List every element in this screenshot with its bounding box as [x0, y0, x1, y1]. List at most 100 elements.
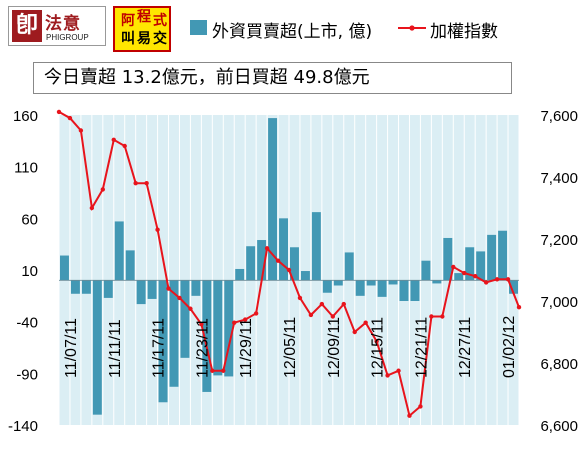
index-point	[308, 312, 314, 318]
index-point	[166, 286, 171, 291]
left-axis-tick-label: 110	[14, 160, 38, 177]
bar	[81, 280, 91, 294]
x-axis-tick-label: 11/23/11	[194, 318, 211, 378]
index-point	[505, 277, 511, 282]
index-point	[483, 280, 489, 285]
bar	[147, 280, 157, 299]
index-point	[253, 311, 259, 316]
bar	[465, 247, 475, 281]
left-axis-tick-label: -140	[8, 418, 38, 435]
bar	[333, 280, 343, 286]
index-point	[242, 317, 248, 322]
index-point	[374, 339, 379, 344]
index-point	[232, 320, 237, 325]
index-point	[286, 267, 292, 273]
left-axis-tick-label: -90	[16, 366, 38, 383]
bar	[432, 280, 442, 284]
index-point	[122, 143, 127, 149]
index-point	[111, 137, 116, 142]
index-point	[188, 306, 193, 311]
x-axis-tick-label: 12/27/11	[457, 317, 474, 378]
bar	[136, 280, 146, 305]
bar	[311, 212, 321, 281]
x-axis-tick-label: 01/02/12	[501, 316, 518, 378]
bar	[279, 218, 288, 281]
bar	[213, 280, 223, 376]
x-axis-tick-label: 11/11/11	[107, 319, 124, 378]
index-point	[199, 322, 204, 327]
bar	[300, 271, 310, 281]
bar	[476, 251, 486, 281]
left-axis-tick-label: 60	[21, 211, 38, 228]
bar-legend-label: 外資買賣超(上市, 億)	[212, 22, 373, 42]
bar	[125, 250, 135, 281]
right-axis-tick-label: 7,200	[540, 232, 578, 249]
left-axis-tick-label: -40	[16, 315, 38, 332]
bar	[169, 280, 179, 387]
right-axis-tick-label: 6,600	[540, 418, 578, 435]
bar	[60, 255, 69, 281]
bar	[377, 280, 387, 297]
index-point	[462, 270, 467, 276]
index-point	[451, 264, 456, 270]
bar	[421, 260, 431, 281]
logo2-char: 叫	[121, 31, 135, 47]
program-trading-logo: 阿 程 式 叫 易 交	[113, 6, 171, 52]
bar	[509, 280, 518, 294]
index-point	[330, 314, 336, 319]
x-axis-tick-label: 12/15/11	[370, 317, 387, 378]
logo2-char: 交	[153, 31, 167, 47]
index-point	[100, 187, 106, 192]
bar	[70, 280, 80, 294]
bar	[257, 240, 267, 281]
bar	[366, 280, 376, 286]
bar	[246, 246, 256, 281]
x-axis-tick-label: 12/21/11	[413, 317, 430, 378]
x-axis-tick-label: 11/17/11	[151, 318, 168, 378]
index-point	[144, 181, 149, 186]
bar	[235, 268, 245, 281]
logo-name: 法意	[45, 14, 81, 34]
x-axis-tick-label: 12/05/11	[282, 317, 299, 378]
right-axis-tick-label: 7,400	[540, 170, 578, 187]
bar	[202, 280, 212, 392]
index-point	[89, 205, 95, 211]
index-point	[297, 295, 303, 301]
index-point	[472, 274, 478, 279]
logo2-char: 程	[137, 9, 151, 25]
bar	[114, 221, 124, 281]
bar-legend-swatch	[190, 20, 207, 35]
bar	[322, 280, 332, 293]
index-point	[155, 227, 160, 232]
bar	[355, 280, 365, 296]
index-point	[56, 109, 62, 115]
bar	[191, 280, 201, 296]
left-axis-tick-label: 160	[13, 108, 38, 125]
logo-mark: 卽	[12, 10, 42, 42]
index-point	[352, 329, 357, 335]
index-point	[67, 115, 73, 121]
bar	[290, 247, 299, 281]
bar	[158, 280, 168, 403]
index-point	[221, 368, 226, 373]
bar	[92, 280, 102, 415]
logo2-char: 式	[153, 13, 167, 29]
index-point	[363, 320, 368, 325]
index-point	[429, 314, 434, 319]
index-point	[275, 258, 281, 263]
bar	[454, 273, 464, 281]
index-point	[385, 373, 390, 378]
index-point	[516, 305, 522, 310]
bar	[443, 237, 453, 281]
bar	[103, 280, 113, 298]
x-axis-tick-label: 11/07/11	[63, 318, 80, 378]
bar	[268, 118, 278, 281]
chart-subtitle: 今日賣超 13.2億元，前日買超 49.8億元	[33, 62, 512, 94]
index-point	[133, 181, 138, 186]
index-point	[78, 128, 84, 133]
x-axis-tick-label: 12/09/11	[326, 317, 343, 378]
bar	[487, 234, 497, 281]
bar	[399, 280, 409, 301]
phigroup-logo: 卽 法意 PHIGROUP	[8, 6, 106, 46]
